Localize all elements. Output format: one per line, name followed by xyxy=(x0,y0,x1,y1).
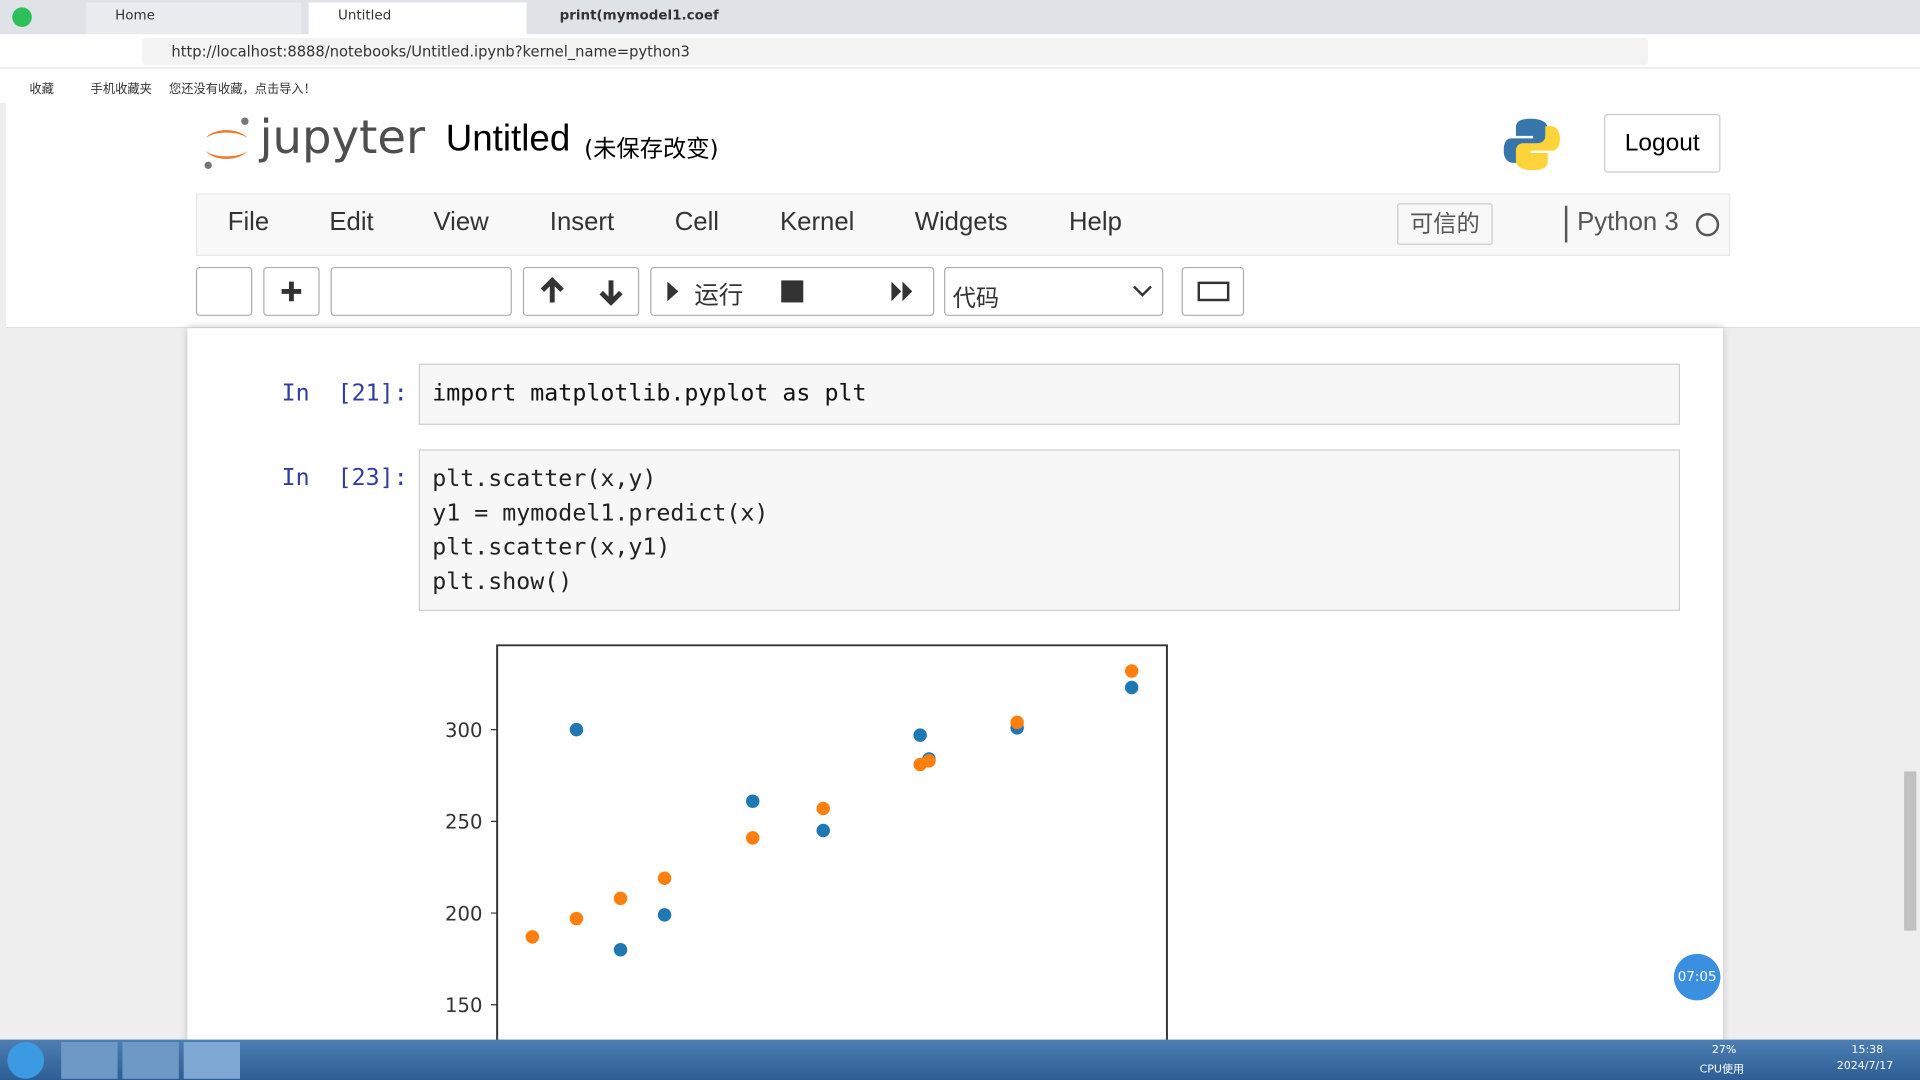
scatter-point xyxy=(816,823,830,838)
keyboard-button[interactable] xyxy=(1181,266,1245,316)
separator xyxy=(1564,205,1568,243)
tab[interactable] xyxy=(85,2,302,35)
cell-prompt: In [21]: xyxy=(281,379,408,407)
logout-button[interactable]: Logout xyxy=(1604,113,1721,173)
menu-item[interactable]: File xyxy=(227,208,270,237)
plot-frame xyxy=(496,644,1168,1047)
run-buttons[interactable] xyxy=(650,266,935,316)
code-line[interactable]: plt.scatter(x,y) xyxy=(432,465,657,493)
start-button[interactable] xyxy=(7,1042,45,1079)
save-status: (未保存改变) xyxy=(584,135,719,163)
insert-button[interactable] xyxy=(263,266,320,316)
y-tick-label: 250 xyxy=(445,811,482,834)
menu-item[interactable]: Help xyxy=(1068,208,1122,237)
notebook-title[interactable]: Untitled xyxy=(445,118,571,160)
cell-type-select[interactable] xyxy=(944,266,1164,316)
code-line[interactable]: y1 = mymodel1.predict(x) xyxy=(432,499,769,527)
python-logo xyxy=(1503,118,1561,171)
kernel-name: Python 3 xyxy=(1577,208,1679,237)
tab-title[interactable]: Untitled xyxy=(337,7,392,24)
y-tick-label: 300 xyxy=(445,719,482,742)
code-cell[interactable] xyxy=(418,449,1681,612)
menu-item[interactable]: Kernel xyxy=(780,208,855,237)
cpu-label: CPU使用 xyxy=(1699,1064,1745,1077)
jupyter-icon xyxy=(204,117,249,169)
save-button[interactable] xyxy=(195,266,253,316)
y-tick-label: 200 xyxy=(445,902,482,925)
taskbar-app[interactable] xyxy=(61,1042,118,1079)
code-line[interactable]: import matplotlib.pyplot as plt xyxy=(432,379,867,407)
scatter-point xyxy=(913,728,927,742)
bookmark[interactable]: 收藏 xyxy=(29,83,54,97)
taskbar xyxy=(0,1039,1920,1080)
taskbar-app[interactable] xyxy=(183,1042,241,1079)
menu-item[interactable]: Cell xyxy=(674,208,720,237)
move-buttons[interactable] xyxy=(522,266,640,316)
cell-prompt: In [23]: xyxy=(281,464,408,492)
menu-item[interactable]: View xyxy=(433,208,489,237)
tab-title[interactable]: print(mymodel1.coef_my xyxy=(559,7,719,24)
tab-active[interactable] xyxy=(308,2,527,35)
bookmark[interactable]: 您还没有收藏，点击导入！ xyxy=(168,83,316,97)
scatter-point xyxy=(745,794,760,808)
scatter-point xyxy=(569,722,584,737)
taskbar-app[interactable] xyxy=(122,1042,179,1079)
plot-output: 150 200 250 300 xyxy=(445,644,1168,1047)
scatter-point xyxy=(1010,715,1024,730)
run-label[interactable]: 运行 xyxy=(694,280,744,310)
url-field[interactable] xyxy=(142,37,1649,65)
menu-item[interactable]: Edit xyxy=(329,208,374,237)
menu-item[interactable]: Widgets xyxy=(914,208,1008,237)
scrollbar[interactable] xyxy=(1904,771,1917,931)
code-line[interactable]: plt.show() xyxy=(432,568,573,596)
scatter-point xyxy=(657,908,672,922)
clock-time: 15:38 xyxy=(1851,1044,1884,1057)
bookmark[interactable]: 手机收藏夹 xyxy=(90,83,152,97)
edit-buttons[interactable] xyxy=(330,266,512,316)
menu-item[interactable]: Insert xyxy=(549,208,615,237)
scatter-point xyxy=(657,871,672,885)
code-line[interactable]: plt.scatter(x,y1) xyxy=(432,533,671,561)
scatter-point xyxy=(745,831,760,845)
bookmark-bar xyxy=(0,68,1920,103)
scatter-point xyxy=(613,942,628,957)
scatter-point xyxy=(816,801,830,816)
jupyter-logo[interactable]: jupyter xyxy=(259,110,426,165)
tab-title[interactable]: Home xyxy=(115,7,155,24)
code-cell[interactable] xyxy=(418,363,1681,425)
scatter-point xyxy=(569,911,584,926)
scatter-point xyxy=(1124,664,1139,678)
kernel-status xyxy=(1695,213,1720,237)
y-tick-label: 150 xyxy=(445,994,482,1017)
trusted-indicator[interactable]: 可信的 xyxy=(1397,203,1493,245)
scatter-point xyxy=(1124,680,1139,695)
scatter-point xyxy=(525,930,540,944)
timer-badge[interactable]: 07:05 xyxy=(1673,953,1721,1001)
scatter-point xyxy=(922,754,936,768)
cpu-value: 27% xyxy=(1711,1044,1737,1057)
clock-date: 2024/7/17 xyxy=(1836,1060,1894,1073)
browser-logo xyxy=(12,7,32,27)
cell-type[interactable]: 代码 xyxy=(952,285,1000,313)
url[interactable]: http://localhost:8888/notebooks/Untitled… xyxy=(171,42,690,61)
scatter-point xyxy=(613,891,628,906)
